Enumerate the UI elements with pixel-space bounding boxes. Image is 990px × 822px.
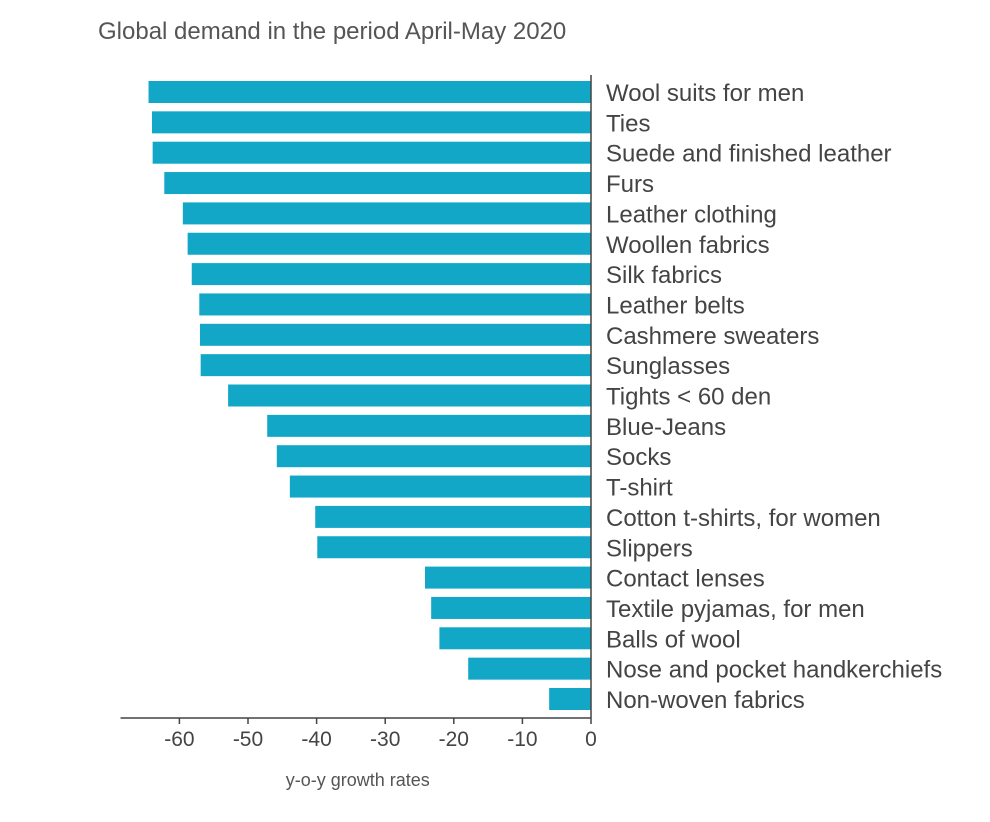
category-label: Sunglasses [606, 353, 730, 380]
bar [276, 445, 591, 468]
x-tick-label: -20 [439, 728, 469, 751]
category-label: Non-woven fabrics [606, 687, 805, 714]
bar [191, 263, 592, 286]
category-label: Socks [606, 444, 671, 471]
category-label: Furs [606, 171, 654, 198]
category-label: Textile pyjamas, for men [606, 596, 865, 623]
bar [164, 172, 592, 195]
x-tick-label: -10 [507, 728, 537, 751]
bar [468, 657, 591, 680]
x-tick-label: -50 [233, 728, 263, 751]
category-label: Suede and finished leather [606, 141, 892, 168]
category-label: Tights < 60 den [606, 384, 771, 411]
bar [148, 81, 591, 103]
category-label: Leather belts [606, 292, 745, 319]
x-tick-label: -30 [370, 728, 400, 751]
x-axis-label-text: y-o-y growth rates [285, 770, 430, 790]
bar [200, 354, 591, 377]
bar [199, 293, 591, 316]
category-label: Cotton t-shirts, for women [606, 505, 881, 532]
bar [199, 323, 592, 346]
x-tick-label: -40 [301, 728, 331, 751]
category-label: Leather clothing [606, 201, 777, 228]
category-label: Woollen fabrics [606, 232, 770, 259]
bar [228, 384, 591, 407]
category-label: Ties [606, 110, 650, 137]
bar [424, 566, 591, 589]
category-label: Cashmere sweaters [606, 323, 819, 350]
category-label: Slippers [606, 535, 693, 562]
chart-title: Global demand in the period April-May 20… [98, 18, 567, 45]
category-label: Silk fabrics [606, 262, 722, 289]
category-label: Nose and pocket handkerchiefs [606, 657, 942, 684]
bar [151, 111, 591, 134]
category-label: Wool suits for men [606, 80, 804, 107]
bar [549, 688, 591, 710]
x-tick-label: 0 [585, 728, 597, 751]
category-label: Balls of wool [606, 626, 741, 653]
bar [182, 202, 591, 225]
bar [317, 536, 591, 559]
bar [152, 141, 591, 164]
bar [187, 232, 591, 255]
category-label: T-shirt [606, 475, 673, 502]
x-tick-label: -60 [164, 728, 194, 751]
bar [431, 596, 591, 619]
category-label: Blue-Jeans [606, 414, 726, 441]
bar [315, 505, 591, 528]
bar [439, 627, 591, 650]
bar [289, 475, 591, 498]
category-label: Contact lenses [606, 566, 765, 593]
bar [267, 414, 591, 437]
